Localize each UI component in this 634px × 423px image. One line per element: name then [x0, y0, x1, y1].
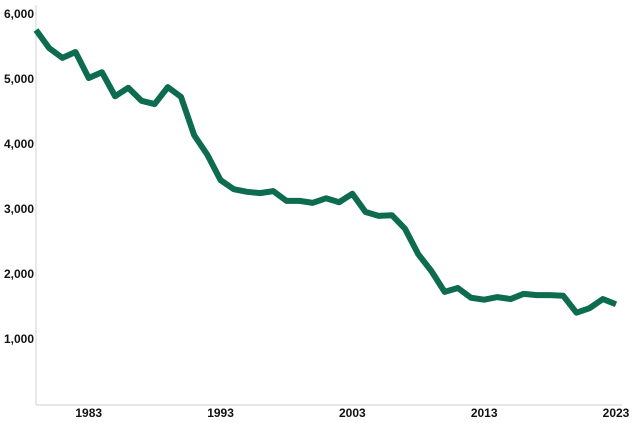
y-tick-label: 3,000 — [4, 202, 34, 216]
x-tick-label: 1993 — [207, 406, 234, 420]
x-tick-label: 2003 — [339, 406, 366, 420]
y-tick-label: 6,000 — [4, 7, 34, 21]
y-tick-label: 4,000 — [4, 137, 34, 151]
data-line — [33, 28, 618, 316]
y-tick-label: 2,000 — [4, 267, 34, 281]
y-tick-label: 5,000 — [4, 72, 34, 86]
x-tick-label: 2013 — [471, 406, 498, 420]
x-tick-label: 2023 — [603, 406, 630, 420]
y-tick-label: 1,000 — [4, 332, 34, 346]
x-tick-label: 1983 — [75, 406, 102, 420]
